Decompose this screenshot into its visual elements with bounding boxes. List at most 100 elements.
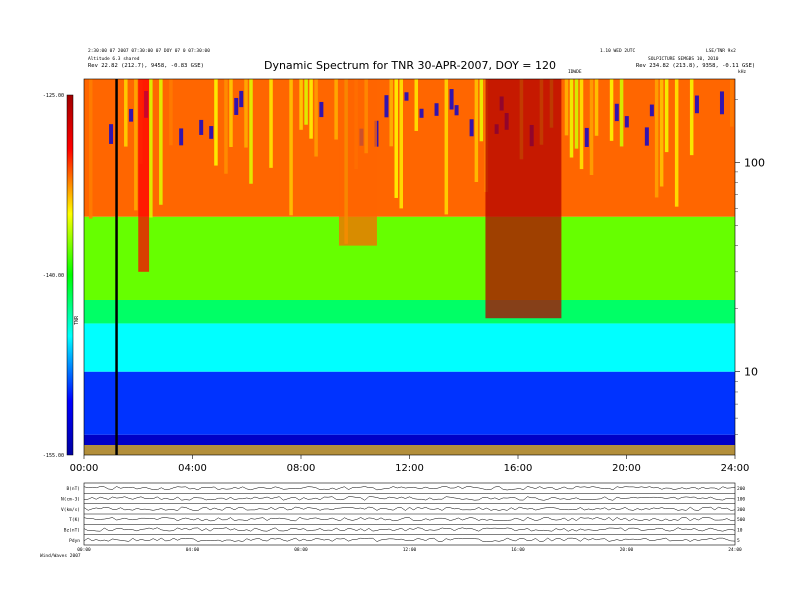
emission-column — [309, 79, 313, 139]
emission-column — [304, 79, 308, 125]
burst-0 — [485, 79, 562, 319]
header-left-line2: Altitude 6.3 shared — [88, 57, 140, 62]
low-level-patch — [454, 105, 459, 116]
low-level-patch — [199, 119, 204, 135]
emission-column — [594, 79, 599, 136]
emission-column — [389, 79, 393, 147]
emission-column — [479, 79, 484, 142]
x-axis: 00:00 04:00 08:00 12:00 16:00 20:00 24:00 — [70, 455, 750, 474]
x-tick-label: 00:00 — [70, 463, 99, 474]
emission-column — [314, 79, 318, 157]
emission-column — [249, 79, 253, 184]
x-tick-label: 16:00 — [504, 463, 533, 474]
panel-trace — [83, 506, 736, 511]
marker-label: IDWDE — [568, 70, 582, 75]
x-tick-label: 04:00 — [178, 463, 207, 474]
emission-column — [414, 79, 419, 131]
panels-footer: Wind/Waves 2007 — [40, 553, 81, 559]
chart-title: Dynamic Spectrum for TNR 30-APR-2007, DO… — [264, 59, 556, 72]
emission-column — [659, 79, 664, 187]
emission-column — [229, 79, 233, 148]
y-tick-label: 10 — [744, 366, 758, 379]
emission-column — [89, 79, 93, 219]
low-level-patch — [109, 124, 114, 144]
background-band-2 — [84, 323, 735, 372]
panel-x-tick-label: 20:00 — [620, 547, 634, 553]
background-band-5 — [84, 79, 735, 217]
colorbar-tick-label: -155.00 — [43, 453, 64, 459]
burst-2 — [338, 79, 377, 246]
panel-x-tick-label: 24:00 — [728, 547, 742, 553]
low-level-patch — [384, 95, 389, 118]
emission-column — [399, 79, 403, 209]
emission-column — [299, 79, 303, 130]
panel-label: Bz(nT) — [64, 528, 80, 534]
panel-x-tick-label: 16:00 — [511, 547, 525, 553]
colorbar-ticks: -125.00 -140.00 -155.00 — [43, 93, 64, 459]
emission-column — [334, 79, 338, 140]
emission-column — [589, 79, 594, 176]
emission-column — [654, 79, 659, 198]
emission-column — [674, 79, 679, 207]
panel-x-tick-label: 04:00 — [186, 547, 200, 553]
emission-column — [474, 79, 479, 183]
low-level-patch — [649, 104, 654, 117]
emission-column — [394, 79, 398, 198]
header-left-line3: Rev 22.82 (212.7), 9458, -0.83 GSE) — [88, 63, 204, 69]
emission-column — [689, 79, 694, 156]
panel-x-tick-label: 08:00 — [294, 547, 308, 553]
colorbar-tick-label: -140.00 — [43, 273, 64, 279]
low-level-patch — [129, 108, 134, 122]
x-tick-label: 12:00 — [395, 463, 424, 474]
panel-right-tick: 200 — [737, 486, 745, 492]
background-band-1 — [84, 371, 735, 435]
y-axis: 10 100 — [735, 99, 765, 435]
colorbar-label: TNR — [74, 315, 80, 325]
emission-column — [619, 79, 624, 147]
low-level-patch — [719, 91, 724, 115]
header-right-line2: SOLPICTURE SEMGBS 10, 2010 — [648, 57, 719, 62]
x-tick-label: 24:00 — [721, 463, 750, 474]
panel-trace — [83, 527, 736, 532]
background-band-4 — [84, 216, 735, 300]
panel-label: B(nT) — [66, 486, 80, 492]
panel-label: N(cm-3) — [61, 497, 80, 503]
low-level-patch — [234, 97, 239, 115]
low-level-patch — [179, 128, 184, 146]
burst-1 — [138, 79, 150, 272]
emission-column — [134, 79, 138, 211]
x-tick-label: 08:00 — [287, 463, 316, 474]
x-tick-label: 20:00 — [612, 463, 641, 474]
colorbar-tick-label: -125.00 — [43, 93, 64, 99]
y-tick-label: 100 — [744, 156, 765, 169]
low-level-patch — [584, 127, 589, 148]
background-band-3 — [84, 299, 735, 324]
panel-x-tick-label: 00:00 — [77, 547, 91, 553]
parameter-panels: B(nT) 200 N(cm-3) 100 V(km/s) 300 T(K) 500 Bz(nT… — [61, 482, 745, 553]
colorbar — [67, 95, 73, 455]
emission-column — [609, 79, 614, 141]
panel-right-tick: 100 — [737, 497, 745, 503]
header-right-line1b: LSE/TNR 9x2 — [706, 49, 736, 54]
panel-label: T(K) — [69, 517, 80, 523]
spectrogram — [84, 79, 735, 455]
emission-column — [269, 79, 273, 168]
panel-x-tick-label: 12:00 — [403, 547, 417, 553]
low-level-patch — [614, 103, 619, 122]
panel-label: V(km/s) — [61, 507, 80, 513]
emission-column — [579, 79, 584, 170]
panel-trace — [83, 496, 736, 501]
low-level-patch — [449, 89, 454, 110]
colorbar-frame — [66, 94, 74, 456]
header-right-line1: 1.10 WED 2UTC — [600, 49, 636, 54]
panel-right-tick: 500 — [737, 517, 745, 523]
low-level-patch — [319, 101, 324, 118]
low-level-patch — [404, 92, 409, 101]
low-level-patch — [209, 126, 214, 139]
khz-unit-label: kHz — [738, 70, 747, 75]
header-right-line3: Rev 234.82 (213.8), 9358, -0.11 GSE) — [636, 63, 756, 69]
emission-column — [124, 79, 128, 147]
low-level-patch — [469, 119, 474, 137]
panel-right-tick: 10 — [737, 528, 743, 534]
